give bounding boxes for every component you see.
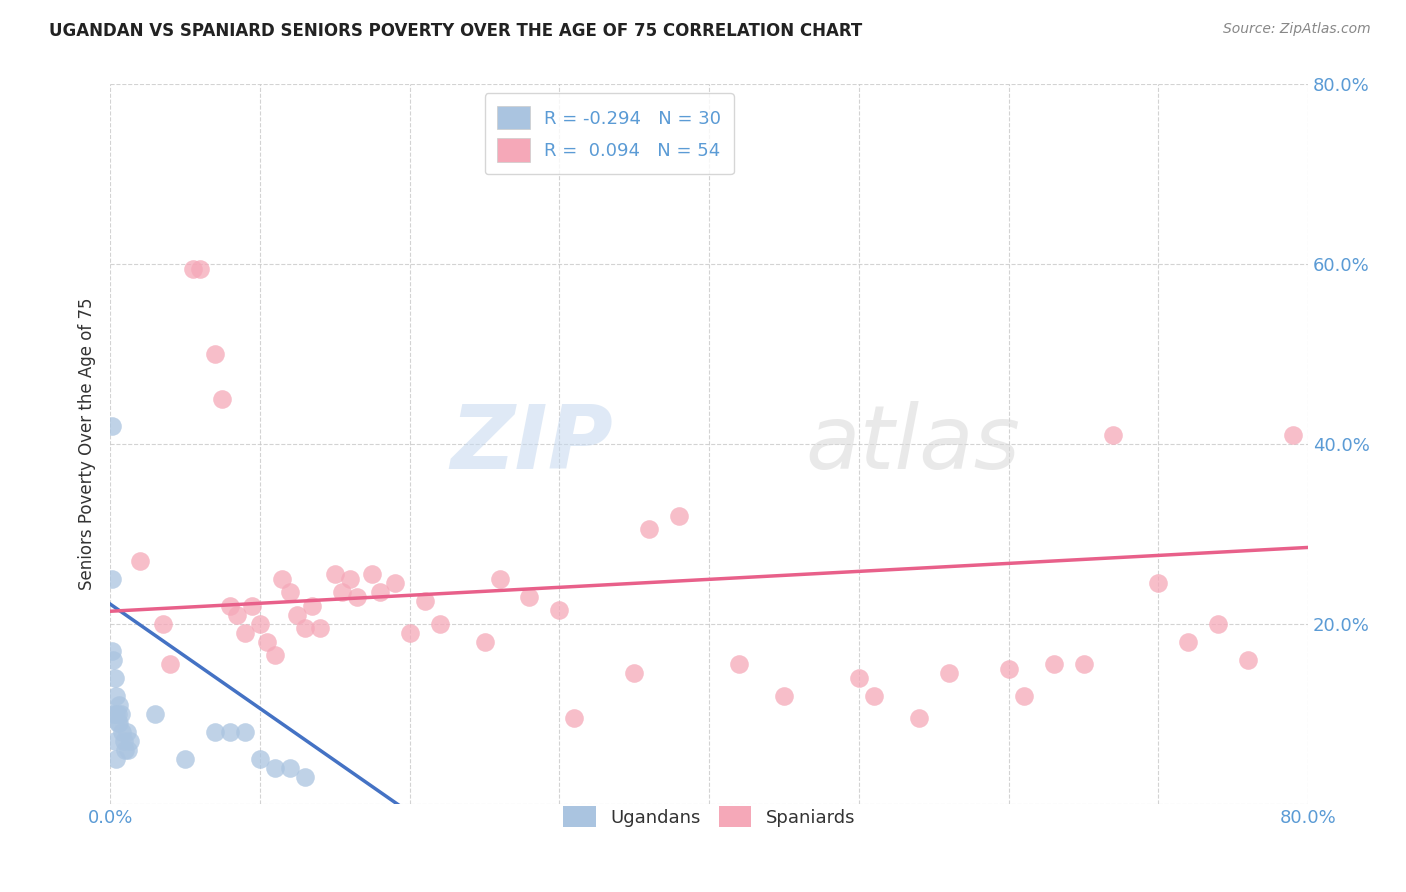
- Point: [623, 666, 645, 681]
- Point: [1012, 689, 1035, 703]
- Point: [204, 347, 226, 361]
- Point: [101, 706, 124, 721]
- Point: [339, 572, 361, 586]
- Point: [384, 576, 406, 591]
- Point: [256, 635, 278, 649]
- Point: [129, 554, 152, 568]
- Point: [294, 621, 316, 635]
- Point: [118, 733, 141, 747]
- Point: [204, 724, 226, 739]
- Point: [100, 644, 122, 658]
- Point: [159, 657, 181, 672]
- Point: [111, 724, 134, 739]
- Point: [938, 666, 960, 681]
- Point: [488, 572, 510, 586]
- Point: [219, 724, 242, 739]
- Text: atlas: atlas: [806, 401, 1019, 487]
- Point: [773, 689, 796, 703]
- Point: [323, 567, 346, 582]
- Point: [294, 770, 316, 784]
- Point: [997, 662, 1019, 676]
- Point: [1102, 428, 1125, 442]
- Point: [361, 567, 384, 582]
- Point: [1042, 657, 1064, 672]
- Point: [115, 724, 138, 739]
- Point: [211, 392, 233, 406]
- Text: Source: ZipAtlas.com: Source: ZipAtlas.com: [1223, 22, 1371, 37]
- Point: [368, 585, 391, 599]
- Point: [226, 607, 249, 622]
- Point: [107, 715, 129, 730]
- Point: [264, 648, 287, 663]
- Point: [181, 261, 204, 276]
- Point: [105, 752, 128, 766]
- Point: [398, 625, 420, 640]
- Point: [308, 621, 330, 635]
- Point: [105, 689, 128, 703]
- Point: [101, 653, 124, 667]
- Point: [110, 706, 132, 721]
- Point: [1282, 428, 1305, 442]
- Point: [249, 752, 271, 766]
- Point: [413, 594, 436, 608]
- Point: [346, 590, 368, 604]
- Point: [638, 523, 661, 537]
- Point: [114, 742, 136, 756]
- Point: [548, 603, 571, 617]
- Point: [848, 671, 870, 685]
- Point: [100, 419, 122, 434]
- Point: [429, 616, 451, 631]
- Point: [152, 616, 174, 631]
- Point: [249, 616, 271, 631]
- Point: [108, 698, 131, 712]
- Point: [112, 733, 135, 747]
- Point: [907, 711, 929, 725]
- Point: [668, 508, 690, 523]
- Point: [1147, 576, 1170, 591]
- Point: [278, 585, 301, 599]
- Point: [174, 752, 197, 766]
- Point: [278, 761, 301, 775]
- Point: [143, 706, 166, 721]
- Point: [117, 742, 139, 756]
- Point: [242, 599, 264, 613]
- Point: [519, 590, 541, 604]
- Point: [107, 706, 129, 721]
- Point: [330, 585, 353, 599]
- Point: [219, 599, 242, 613]
- Point: [188, 261, 211, 276]
- Point: [1073, 657, 1095, 672]
- Point: [728, 657, 751, 672]
- Point: [108, 715, 131, 730]
- Point: [863, 689, 886, 703]
- Point: [233, 724, 256, 739]
- Point: [100, 572, 122, 586]
- Point: [1177, 635, 1199, 649]
- Point: [285, 607, 308, 622]
- Point: [105, 706, 128, 721]
- Point: [1208, 616, 1230, 631]
- Text: ZIP: ZIP: [450, 401, 613, 488]
- Point: [474, 635, 496, 649]
- Point: [264, 761, 287, 775]
- Point: [271, 572, 294, 586]
- Text: UGANDAN VS SPANIARD SENIORS POVERTY OVER THE AGE OF 75 CORRELATION CHART: UGANDAN VS SPANIARD SENIORS POVERTY OVER…: [49, 22, 862, 40]
- Point: [104, 733, 127, 747]
- Point: [564, 711, 586, 725]
- Y-axis label: Seniors Poverty Over the Age of 75: Seniors Poverty Over the Age of 75: [79, 298, 96, 591]
- Point: [104, 671, 127, 685]
- Point: [1237, 653, 1260, 667]
- Legend: Ugandans, Spaniards: Ugandans, Spaniards: [555, 799, 862, 834]
- Point: [301, 599, 323, 613]
- Point: [233, 625, 256, 640]
